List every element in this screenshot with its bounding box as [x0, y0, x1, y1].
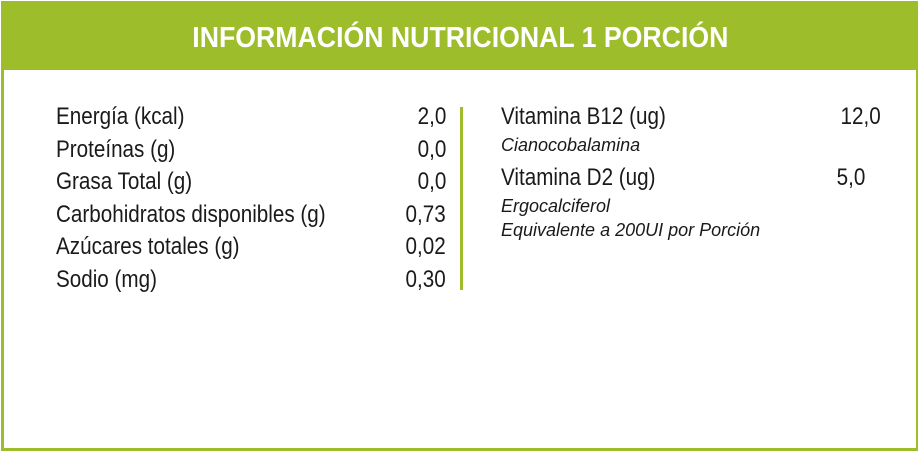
nutrient-label: Energía (kcal)	[56, 103, 185, 130]
vitamin-b12-entry: Vitamina B12 (ug) 12,0 Cianocobalamina	[501, 101, 881, 157]
vitamin-b12-note: Cianocobalamina	[501, 135, 641, 155]
nutrient-row-energy: Energía (kcal) 2,0	[56, 101, 446, 134]
nutrient-label: Azúcares totales (g)	[56, 233, 240, 260]
panel-header: INFORMACIÓN NUTRICIONAL 1 PORCIÓN	[4, 4, 916, 70]
nutrient-table: Energía (kcal) 2,0 Proteínas (g) 0,0 Gra…	[56, 101, 446, 296]
nutrient-row-carbohydrates: Carbohidratos disponibles (g) 0,73	[56, 199, 446, 232]
vitamin-value: 5,0	[836, 164, 865, 191]
vitamin-d2-note: Ergocalciferol	[501, 196, 611, 216]
nutrient-label: Proteínas (g)	[56, 135, 176, 163]
nutrient-row-sugars: Azúcares totales (g) 0,02	[56, 231, 446, 264]
vitamin-b12-row: Vitamina B12 (ug) 12,0	[501, 101, 881, 133]
vitamin-table: Vitamina B12 (ug) 12,0 Cianocobalamina V…	[501, 101, 881, 242]
column-divider	[460, 107, 463, 290]
nutrient-value: 0,02	[405, 233, 446, 260]
vitamin-label: Vitamina D2 (ug)	[501, 164, 656, 191]
vitamin-value: 12,0	[840, 103, 881, 130]
nutrient-row-sodium: Sodio (mg) 0,30	[56, 264, 446, 297]
nutrient-value: 2,0	[417, 103, 446, 130]
panel-title: INFORMACIÓN NUTRICIONAL 1 PORCIÓN	[191, 21, 729, 54]
nutrient-label: Carbohidratos disponibles (g)	[56, 200, 326, 228]
nutrient-value: 0,0	[417, 135, 446, 163]
nutrient-value: 0,30	[405, 265, 446, 293]
vitamin-d2-row: Vitamina D2 (ug) 5,0	[501, 162, 881, 194]
nutrient-value: 0,73	[405, 200, 446, 228]
nutrient-value: 0,0	[417, 168, 446, 195]
nutrient-label: Sodio (mg)	[56, 265, 157, 293]
vitamin-d2-equivalence-note: Equivalente a 200UI por Porción	[501, 220, 761, 240]
vitamin-d2-entry: Vitamina D2 (ug) 5,0 Ergocalciferol Equi…	[501, 162, 881, 242]
nutrient-row-protein: Proteínas (g) 0,0	[56, 134, 446, 167]
nutrient-row-fat: Grasa Total (g) 0,0	[56, 166, 446, 199]
vitamin-label: Vitamina B12 (ug)	[501, 103, 666, 130]
nutrient-label: Grasa Total (g)	[56, 168, 193, 195]
